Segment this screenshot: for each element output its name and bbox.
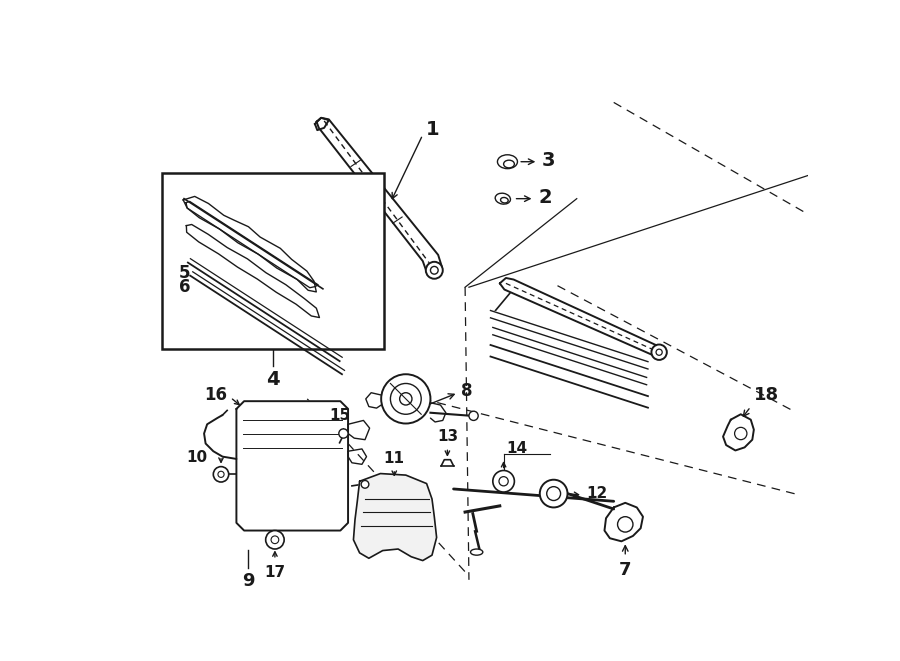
- Polygon shape: [605, 503, 643, 541]
- Circle shape: [469, 411, 478, 420]
- Text: 13: 13: [436, 429, 458, 444]
- Text: 4: 4: [266, 370, 280, 389]
- Polygon shape: [317, 118, 442, 275]
- Polygon shape: [186, 225, 320, 317]
- Ellipse shape: [471, 549, 482, 555]
- Text: 2: 2: [538, 188, 552, 207]
- Text: 9: 9: [242, 572, 254, 590]
- Circle shape: [361, 481, 369, 488]
- Circle shape: [266, 531, 284, 549]
- Polygon shape: [184, 196, 316, 292]
- Text: 1: 1: [426, 120, 439, 139]
- Bar: [163, 173, 384, 349]
- Polygon shape: [723, 414, 754, 450]
- Text: 8: 8: [461, 382, 472, 400]
- Text: 14: 14: [507, 441, 527, 456]
- Circle shape: [493, 471, 515, 492]
- Polygon shape: [237, 401, 348, 531]
- Text: 18: 18: [754, 386, 779, 405]
- Polygon shape: [491, 327, 648, 385]
- Polygon shape: [354, 473, 436, 561]
- Ellipse shape: [498, 155, 518, 169]
- Circle shape: [540, 480, 568, 508]
- Text: 16: 16: [204, 386, 227, 404]
- Circle shape: [426, 262, 443, 279]
- Text: 15: 15: [329, 408, 350, 423]
- Text: 12: 12: [586, 486, 608, 501]
- Text: 11: 11: [383, 451, 405, 466]
- Text: 17: 17: [265, 565, 285, 580]
- Circle shape: [652, 344, 667, 360]
- Text: 7: 7: [619, 561, 632, 579]
- Text: 6: 6: [179, 278, 190, 296]
- Text: 5: 5: [179, 264, 190, 282]
- Text: 10: 10: [186, 450, 207, 465]
- Polygon shape: [500, 278, 663, 357]
- Circle shape: [213, 467, 229, 482]
- Circle shape: [338, 429, 348, 438]
- Ellipse shape: [495, 193, 510, 204]
- Text: 3: 3: [542, 151, 555, 170]
- Polygon shape: [490, 311, 649, 369]
- Circle shape: [382, 374, 430, 424]
